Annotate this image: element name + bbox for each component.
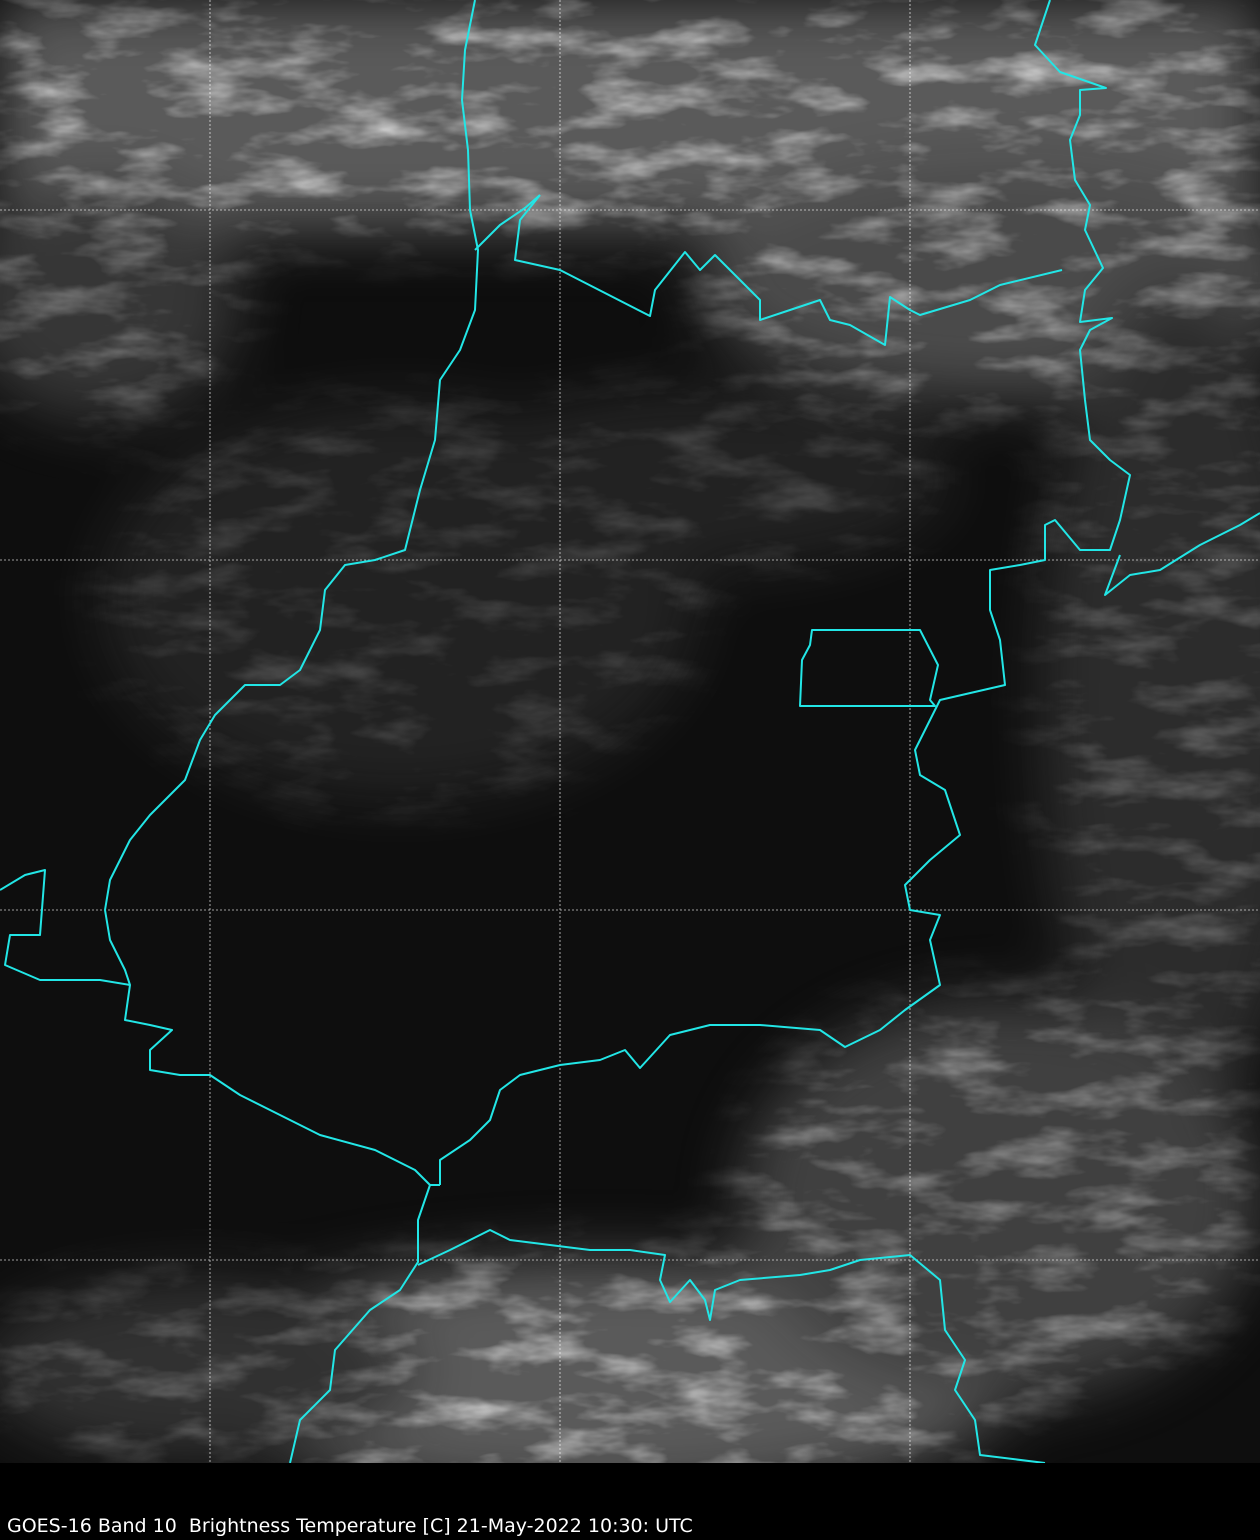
border-far-west: [0, 869, 131, 986]
border-east: [1104, 512, 1260, 596]
gridlines: [0, 0, 1260, 1463]
border-south-goias: [439, 0, 1131, 1185]
satellite-map: [0, 0, 1260, 1463]
border-north: [514, 194, 1063, 346]
border-west: [104, 0, 479, 1186]
figure-caption: GOES-16 Band 10 Brightness Temperature […: [7, 1515, 693, 1537]
border-north-branch: [474, 194, 541, 251]
borders: [0, 0, 1260, 1463]
border-federal-district: [799, 629, 939, 707]
cloud-texture: [0, 0, 1260, 1463]
border-southwest: [289, 1184, 431, 1463]
border-southeast: [417, 1229, 1046, 1463]
